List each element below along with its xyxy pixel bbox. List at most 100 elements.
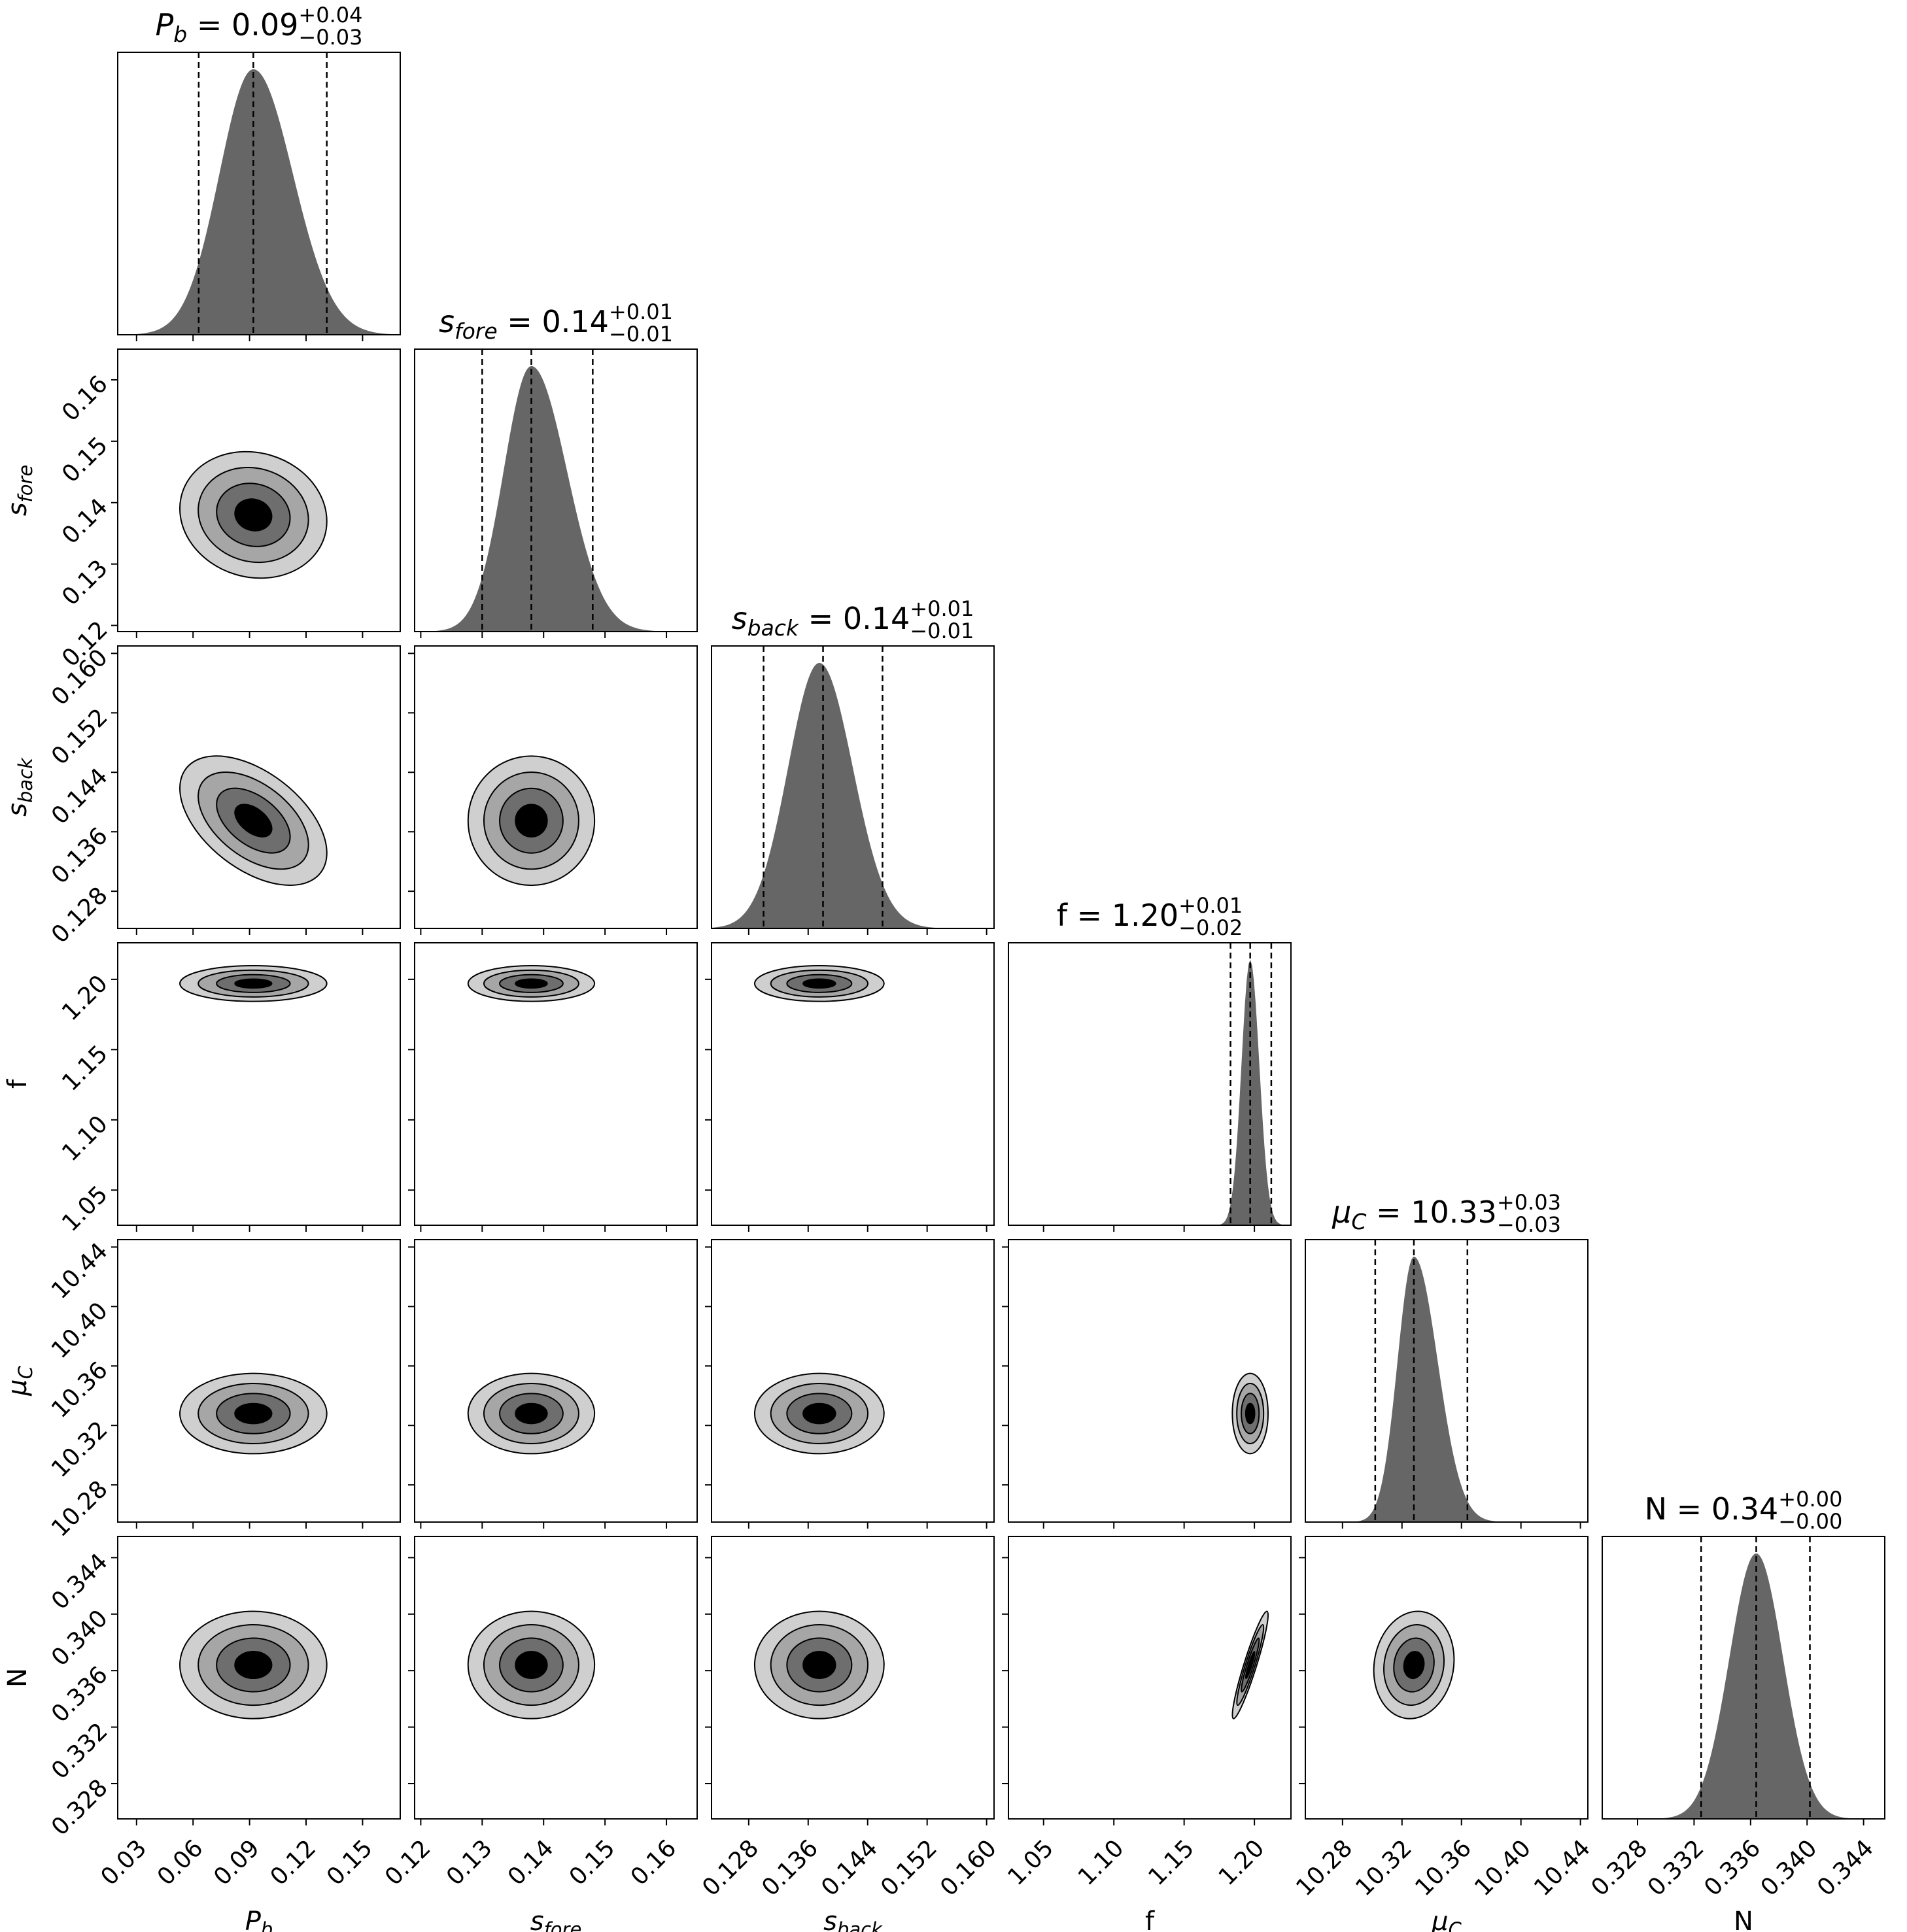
y-tick-label: 10.44 [46, 1238, 113, 1304]
x-tick-label: 0.03 [95, 1835, 152, 1891]
contour-panel-s_back-mu_C [705, 1239, 995, 1529]
panel-title-err-minus: −0.03 [298, 25, 362, 50]
panel-frame [711, 942, 995, 1226]
contour-level [234, 804, 273, 838]
panel-frame [117, 1536, 401, 1820]
histogram-panel-N: N = 0.34+0.00−0.00 0.3280.3320.3360.3400.… [1586, 1487, 1885, 1932]
panel-title: Pb = 0.09+0.04 [156, 3, 363, 47]
y-axis-label: f [3, 1079, 33, 1089]
panel-frame [117, 348, 401, 632]
contour-panel-Pb-f: 1.05 1.10 1.15 1.20 f [3, 942, 401, 1237]
panel-frame [1305, 1536, 1589, 1820]
x-axis-label: Pb [245, 1907, 273, 1932]
panel-frame [1305, 1239, 1589, 1523]
y-tick-label: 0.15 [57, 432, 113, 488]
contour-level [515, 1651, 548, 1680]
contour-panel-f-mu_C [1002, 1239, 1292, 1529]
panel-frame [414, 645, 698, 929]
panel-frame [711, 1239, 995, 1523]
contour-panel-s_fore-N: 0.12 0.13 0.14 0.15 0.16 sfore [380, 1536, 698, 1932]
y-axis-label: sback [3, 757, 37, 817]
y-tick-label: 0.13 [57, 555, 113, 611]
y-tick-label: 10.28 [46, 1476, 113, 1542]
y-tick-label: 1.20 [57, 970, 113, 1026]
x-tick-label: 1.10 [1073, 1835, 1129, 1891]
panel-title-err-minus: −0.00 [1778, 1509, 1842, 1534]
x-tick-label: 1.15 [1143, 1835, 1199, 1891]
panel-title-err-minus: −0.02 [1178, 915, 1243, 940]
contour-level [515, 804, 548, 838]
x-tick-label: 10.40 [1469, 1835, 1536, 1901]
x-tick-label: 10.32 [1350, 1835, 1417, 1901]
x-tick-label: 0.15 [564, 1835, 621, 1891]
x-tick-label: 10.36 [1410, 1835, 1477, 1901]
panel-frame [117, 52, 401, 335]
panel-frame [117, 645, 401, 929]
y-tick-label: 1.05 [57, 1181, 113, 1237]
contour-level [1245, 1402, 1256, 1425]
y-tick-label: 10.32 [46, 1416, 113, 1483]
x-tick-label: 0.128 [697, 1835, 764, 1901]
x-tick-label: 0.06 [152, 1835, 209, 1891]
x-axis-label: sback [823, 1907, 883, 1932]
panel-title: μC = 10.33+0.03 [1331, 1190, 1561, 1234]
x-tick-label: 10.44 [1529, 1835, 1596, 1901]
x-tick-label: 0.344 [1812, 1835, 1879, 1901]
x-tick-label: 0.12 [380, 1835, 436, 1891]
contour-level [234, 498, 273, 532]
panel-title: sfore = 0.14+0.01 [439, 299, 673, 344]
x-tick-label: 0.336 [1699, 1835, 1766, 1901]
y-tick-label: 0.340 [46, 1605, 113, 1672]
contour-level [234, 1402, 273, 1425]
panel-frame [711, 1536, 995, 1820]
contour-level [802, 978, 836, 989]
panel-frame [117, 1239, 401, 1523]
contour-level [515, 978, 548, 989]
x-tick-label: 0.328 [1586, 1835, 1653, 1901]
panel-title-err-minus: −0.01 [609, 322, 673, 347]
x-tick-label: 0.160 [935, 1835, 1002, 1901]
x-tick-label: 0.13 [441, 1835, 498, 1891]
x-tick-label: 0.152 [876, 1835, 942, 1901]
panel-title-err-minus: −0.03 [1497, 1212, 1561, 1237]
histogram-panel-s_back: sback = 0.14+0.01−0.01 [711, 596, 995, 935]
y-tick-label: 10.40 [46, 1297, 113, 1364]
x-tick-label: 0.340 [1756, 1835, 1823, 1901]
y-tick-label: 0.14 [57, 494, 113, 550]
panel-title: N = 0.34+0.00 [1645, 1487, 1843, 1527]
histogram-area [118, 69, 400, 335]
panel-title: f = 1.20+0.01 [1057, 893, 1243, 933]
panel-frame [414, 1239, 698, 1523]
contour-panel-s_fore-f [408, 942, 698, 1232]
contour-panel-s_fore-mu_C [408, 1239, 698, 1529]
contour-level [1245, 1651, 1256, 1680]
histogram-area [1305, 1257, 1588, 1522]
histogram-panel-mu_C: μC = 10.33+0.03−0.03 [1305, 1190, 1589, 1529]
contour-panel-s_back-f [705, 942, 995, 1232]
y-tick-label: 0.344 [46, 1548, 113, 1615]
x-tick-label: 0.144 [816, 1835, 883, 1901]
histogram-area [1008, 960, 1291, 1225]
y-tick-label: 0.332 [46, 1718, 113, 1784]
y-tick-label: 0.152 [46, 703, 113, 770]
panel-frame [1008, 942, 1292, 1226]
contour-level [1403, 1651, 1425, 1680]
contour-level [515, 1402, 548, 1425]
panel-frame [414, 348, 698, 632]
histogram-panel-s_fore: sfore = 0.14+0.01−0.01 [414, 299, 698, 638]
x-tick-label: 0.332 [1643, 1835, 1709, 1901]
x-tick-label: 0.136 [757, 1835, 823, 1901]
contour-level [234, 978, 273, 989]
panel-title: sback = 0.14+0.01 [732, 596, 974, 641]
x-tick-label: 1.05 [1003, 1835, 1059, 1891]
panel-title-err-minus: −0.01 [910, 619, 974, 643]
x-tick-label: 0.15 [322, 1835, 378, 1891]
histogram-area [712, 662, 994, 928]
histogram-panel-f: f = 1.20+0.01−0.02 [1008, 893, 1292, 1232]
